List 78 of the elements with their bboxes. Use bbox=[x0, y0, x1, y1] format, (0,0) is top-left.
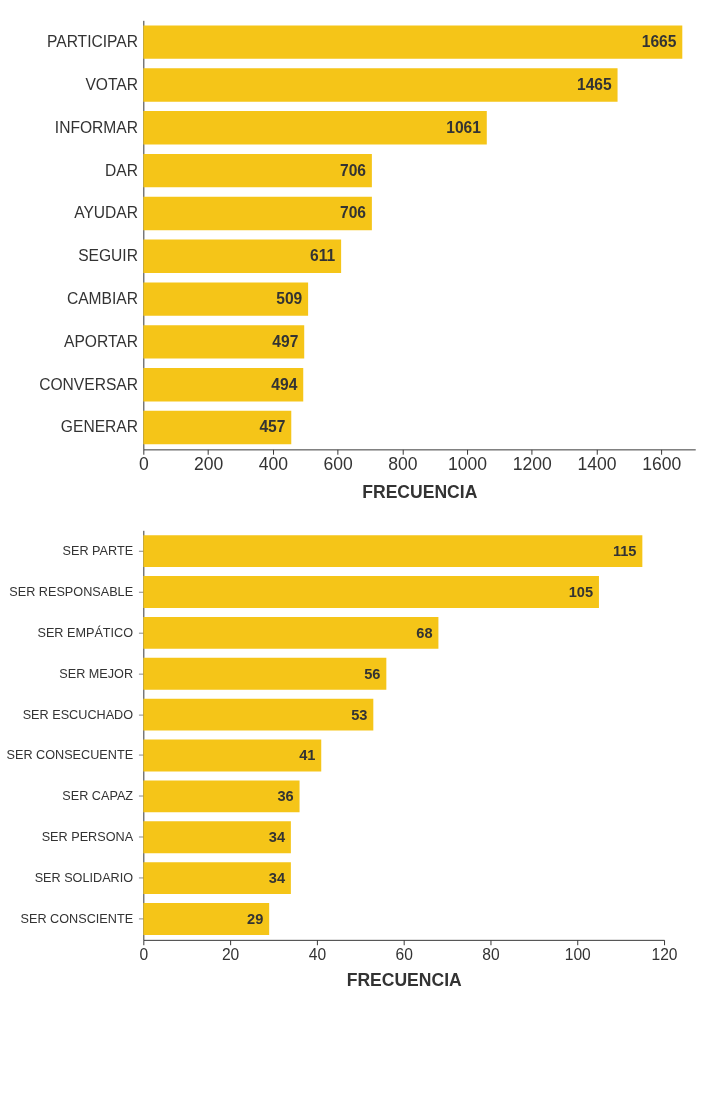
y-tick-label: SER CAPAZ bbox=[62, 789, 134, 804]
bar bbox=[143, 111, 487, 145]
y-tick-label: CONVERSAR bbox=[39, 375, 138, 393]
data-label: 56 bbox=[364, 665, 381, 682]
data-label: 36 bbox=[277, 788, 294, 805]
bar bbox=[143, 698, 374, 731]
x-tick-label: 800 bbox=[388, 454, 418, 475]
x-tick-label: 0 bbox=[138, 454, 149, 475]
data-label: 34 bbox=[268, 829, 286, 846]
data-label: 68 bbox=[416, 624, 433, 641]
bar bbox=[143, 25, 683, 59]
bar bbox=[143, 196, 372, 231]
y-tick-label: APORTAR bbox=[64, 332, 138, 350]
y-tick-label: AYUDAR bbox=[74, 204, 138, 222]
data-label: 29 bbox=[247, 910, 264, 927]
bar bbox=[143, 657, 387, 690]
bar bbox=[143, 153, 372, 188]
data-label: 494 bbox=[271, 375, 298, 393]
bar bbox=[143, 780, 300, 813]
y-tick-label: SER CONSCIENTE bbox=[20, 911, 134, 926]
x-tick-label: 120 bbox=[651, 945, 678, 963]
x-tick-label: 1400 bbox=[577, 454, 617, 475]
y-tick-label: SER PARTE bbox=[62, 544, 134, 559]
bar bbox=[143, 282, 309, 316]
data-label: 115 bbox=[612, 543, 637, 560]
x-tick-label: 20 bbox=[221, 945, 240, 963]
bar bbox=[143, 368, 304, 402]
y-tick-label: DAR bbox=[105, 161, 138, 179]
bar bbox=[143, 739, 322, 772]
bar bbox=[143, 862, 291, 895]
bar bbox=[143, 903, 270, 935]
data-label: 497 bbox=[272, 332, 299, 350]
bar bbox=[143, 576, 599, 608]
bar bbox=[143, 68, 618, 102]
data-label: 1665 bbox=[641, 33, 677, 51]
y-tick-label: SER RESPONSABLE bbox=[9, 584, 134, 599]
data-label: 611 bbox=[310, 247, 336, 265]
bar bbox=[143, 325, 305, 359]
x-tick-label: 1000 bbox=[448, 454, 488, 475]
x-tick-label: 80 bbox=[482, 945, 500, 963]
y-tick-label: SER SOLIDARIO bbox=[34, 871, 134, 886]
y-tick-label: CAMBIAR bbox=[66, 289, 138, 307]
data-label: 41 bbox=[299, 747, 316, 764]
data-label: 509 bbox=[276, 289, 303, 307]
y-tick-label: SER EMPÁTICO bbox=[37, 624, 134, 640]
bar bbox=[143, 616, 439, 649]
bar bbox=[143, 821, 291, 854]
x-tick-label: 1600 bbox=[642, 454, 682, 475]
x-tick-label: 0 bbox=[139, 945, 149, 963]
data-label: 706 bbox=[339, 204, 367, 222]
data-label: 53 bbox=[351, 706, 368, 723]
y-tick-label: SEGUIR bbox=[78, 247, 138, 265]
x-tick-label: 60 bbox=[395, 945, 414, 963]
y-tick-label: VOTAR bbox=[85, 75, 138, 93]
y-tick-label: PARTICIPAR bbox=[46, 33, 138, 51]
x-axis-title: FRECUENCIA bbox=[362, 481, 478, 502]
y-tick-label: SER MEJOR bbox=[59, 666, 134, 681]
x-axis-title: FRECUENCIA bbox=[346, 970, 463, 991]
x-tick-label: 100 bbox=[564, 945, 592, 963]
data-label: 34 bbox=[268, 870, 286, 887]
data-label: 105 bbox=[568, 583, 594, 600]
y-tick-label: SER PERSONA bbox=[41, 830, 134, 845]
data-label: 1465 bbox=[577, 75, 613, 93]
bar bbox=[143, 410, 292, 445]
y-tick-label: SER ESCUCHADO bbox=[22, 707, 134, 722]
data-label: 457 bbox=[259, 418, 286, 436]
bar bbox=[143, 535, 643, 568]
data-label: 706 bbox=[339, 161, 367, 179]
x-tick-label: 40 bbox=[308, 945, 327, 963]
y-tick-label: GENERAR bbox=[60, 418, 138, 436]
bar bbox=[143, 239, 342, 273]
data-label: 1061 bbox=[446, 118, 482, 136]
x-tick-label: 1200 bbox=[512, 454, 553, 475]
x-tick-label: 600 bbox=[323, 454, 353, 475]
y-tick-label: INFORMAR bbox=[54, 118, 138, 136]
x-tick-label: 400 bbox=[258, 454, 289, 475]
x-tick-label: 200 bbox=[193, 454, 224, 475]
y-tick-label: SER CONSECUENTE bbox=[6, 748, 134, 763]
